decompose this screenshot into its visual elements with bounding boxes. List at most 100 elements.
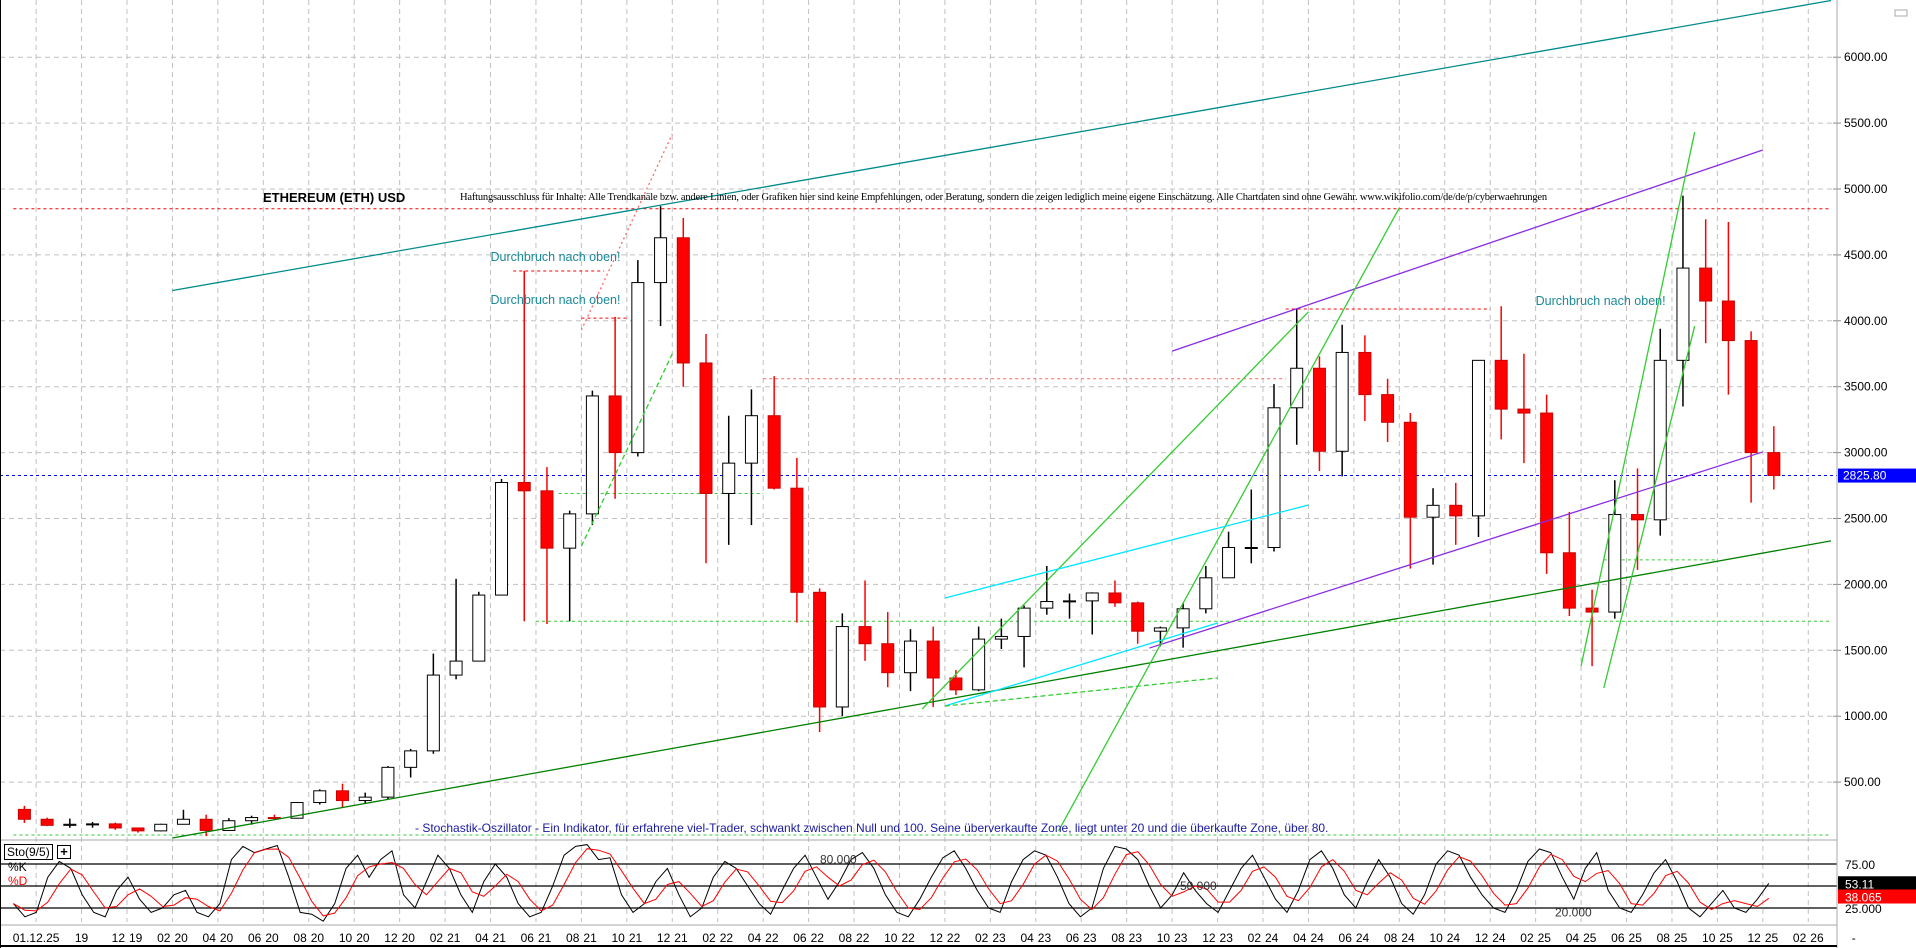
k-legend: %K <box>8 860 27 874</box>
trendline <box>1580 131 1696 667</box>
x-tick-label: 12 <box>1475 931 1489 945</box>
y-tick-label: 4000.00 <box>1844 314 1888 328</box>
stochastic-k-line <box>13 844 1770 922</box>
candle <box>790 457 804 623</box>
candle <box>1040 565 1054 615</box>
candle-body <box>676 237 690 364</box>
y-tick-label: 2000.00 <box>1844 577 1888 591</box>
candle-body <box>881 643 895 674</box>
x-tick-label: 10 <box>1702 931 1716 945</box>
candle-body <box>563 513 577 549</box>
y-tick-label: 500.00 <box>1844 775 1881 789</box>
candle-body <box>1608 514 1622 613</box>
indicator-name-button[interactable]: Sto(9/5) <box>4 844 53 860</box>
candle-body <box>1085 592 1099 602</box>
stochastic-axis-label: 75.00 <box>1845 858 1875 872</box>
candle-body <box>926 640 940 679</box>
candle-body <box>154 823 168 832</box>
candle <box>358 792 372 804</box>
x-tick-label: 20 <box>402 931 416 945</box>
trendline <box>1057 207 1400 832</box>
candle-body <box>1290 367 1304 409</box>
candle-body <box>1063 600 1077 603</box>
x-tick-label: 06 <box>1339 931 1353 945</box>
x-tick-label: 02 <box>702 931 716 945</box>
x-tick-label: 21 <box>538 931 552 945</box>
x-tick-label: 02 <box>1248 931 1262 945</box>
candle <box>1426 488 1440 565</box>
candle <box>176 809 190 825</box>
expand-plus-icon[interactable]: + <box>57 845 71 859</box>
candle-body <box>1244 546 1258 549</box>
x-tick-label: 02 <box>975 931 989 945</box>
x-tick-label: 23 <box>1174 931 1188 945</box>
candle-body <box>131 827 145 832</box>
candle-body <box>449 660 463 676</box>
trendlines <box>172 0 1832 839</box>
candle <box>903 629 917 692</box>
candle-body <box>472 594 486 662</box>
x-tick-label: 21 <box>447 931 461 945</box>
x-tick-label: 12 <box>930 931 944 945</box>
x-tick-label: 22 <box>947 931 961 945</box>
candle-body <box>176 818 190 825</box>
x-tick-label: 01.12.25 <box>13 931 60 945</box>
candle <box>1108 580 1122 607</box>
collapse-icon[interactable] <box>1894 9 1908 17</box>
candle-body <box>699 362 713 494</box>
x-tick-label: 04 <box>1293 931 1307 945</box>
candle-body <box>1721 300 1735 342</box>
y-tick-label: 6000.00 <box>1844 50 1888 64</box>
x-tick-label: 23 <box>992 931 1006 945</box>
candle-body <box>290 802 304 819</box>
x-tick-label: 06 <box>248 931 262 945</box>
x-tick-label: 06 <box>793 931 807 945</box>
candle-body <box>517 482 531 492</box>
candle-body <box>835 626 849 708</box>
candle-body <box>63 823 77 826</box>
grid <box>0 0 1837 922</box>
candle <box>1744 331 1758 503</box>
candle <box>1335 324 1349 477</box>
x-tick-label: 04 <box>748 931 762 945</box>
candle-body <box>1494 359 1508 410</box>
candle <box>63 818 77 828</box>
candle <box>1176 602 1190 648</box>
candle-body <box>108 823 122 829</box>
trendline <box>944 622 1218 707</box>
x-tick-label: 21 <box>583 931 597 945</box>
trendline <box>172 540 1832 839</box>
x-tick-label: 19 <box>129 931 143 945</box>
candle <box>1449 482 1463 545</box>
candle <box>994 618 1008 649</box>
x-tick-label: 06 <box>1066 931 1080 945</box>
candle <box>1381 378 1395 443</box>
candle-body <box>972 638 986 691</box>
candle <box>1017 605 1031 668</box>
x-tick-label: 04 <box>203 931 217 945</box>
candle <box>1290 308 1304 445</box>
candle <box>676 217 690 387</box>
y-tick-label: 1000.00 <box>1844 709 1888 723</box>
x-tick-label: 25 <box>1674 931 1688 945</box>
stochastic-d-line <box>13 848 1770 917</box>
x-tick-label: 21 <box>493 931 507 945</box>
candle <box>972 626 986 692</box>
x-tick-label: 24 <box>1265 931 1279 945</box>
x-tick-label: 04 <box>475 931 489 945</box>
candle-body <box>381 766 395 798</box>
candle <box>1358 335 1372 421</box>
candle <box>1471 359 1485 537</box>
candle <box>699 333 713 564</box>
x-tick-label: 08 <box>1657 931 1671 945</box>
candle <box>335 783 349 808</box>
candles <box>17 195 1781 837</box>
x-tick-label: 22 <box>901 931 915 945</box>
d-value-label: 38.065 <box>1845 891 1882 905</box>
trendline <box>1149 451 1764 649</box>
candle <box>540 467 554 624</box>
candle-body <box>722 462 736 494</box>
x-tick-label: 10 <box>1429 931 1443 945</box>
candle-body <box>335 790 349 802</box>
